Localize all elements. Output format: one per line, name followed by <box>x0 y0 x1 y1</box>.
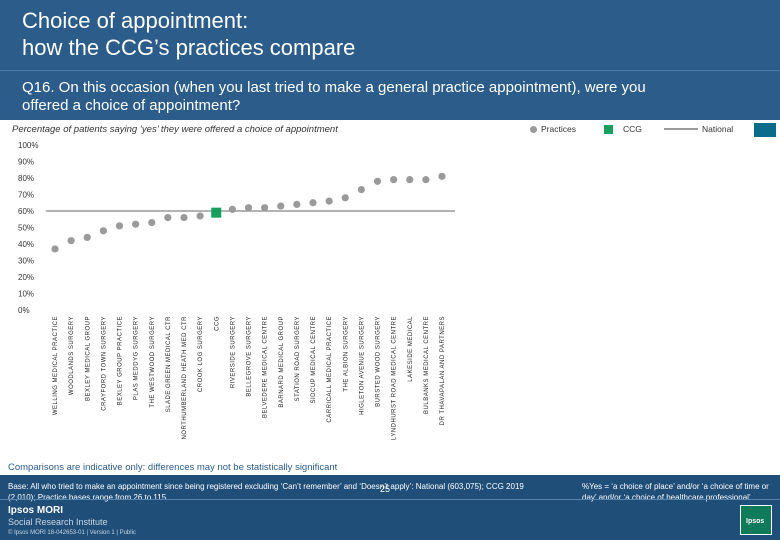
category-label: THE ALBION SURGERY <box>343 316 349 392</box>
practice-point <box>99 227 107 235</box>
category-label: PLAS MEDDYG SURGERY <box>134 316 140 400</box>
practice-point <box>261 204 269 212</box>
question-text-line-2: offered a choice of appointment? <box>22 97 241 114</box>
question-text-line-1: Q16. On this occasion (when you last tri… <box>22 79 646 96</box>
footer: Base: All who tried to make an appointme… <box>0 475 780 540</box>
footer-meta: © Ipsos MORI 18-042653-01 | Version 1 | … <box>8 530 136 536</box>
legend-ccg: CCG <box>604 124 642 134</box>
practice-point <box>293 200 301 208</box>
category-label: LAKESIDE MEDICAL <box>408 316 414 382</box>
footer-divider <box>0 499 780 500</box>
practice-point <box>357 185 365 194</box>
practice-point <box>67 237 75 245</box>
y-tick-label: 10% <box>18 290 34 299</box>
comparison-chart: 0% 10% 20% 30% 40% 50% 60% 70% 80% 90% 100% WELLING… <box>18 141 455 440</box>
footer-definition-text: %Yes = ‘a choice of place’ and/or ‘a cho… <box>582 482 769 502</box>
legend-ccg-label: CCG <box>623 124 642 134</box>
category-label: CARRICALL MEDICAL PRACTICE <box>327 316 333 423</box>
y-tick-label: 80% <box>18 174 34 183</box>
category-label: STATION ROAD SURGERY <box>295 316 301 401</box>
practice-point <box>51 245 59 253</box>
y-tick-label: 50% <box>18 224 34 233</box>
ipsos-logo-text: Ipsos MORI <box>8 505 64 516</box>
category-label: CROOK LOG SURGERY <box>198 316 204 392</box>
badge-label: Ipsos <box>746 518 765 525</box>
practice-point <box>196 212 204 220</box>
category-label: CCG <box>214 316 220 331</box>
ipsos-badge-icon: Ipsos <box>740 505 772 535</box>
category-label: HIGLETON AVENUE SURGERY <box>359 316 365 415</box>
y-tick-label: 20% <box>18 273 34 282</box>
page-number: 25 <box>380 484 391 494</box>
practice-point <box>244 204 253 212</box>
title-band: Choice of appointment: how the CCG’s pra… <box>0 0 780 70</box>
page-title-line-2: how the CCG’s practices compare <box>22 35 356 60</box>
y-tick-label: 70% <box>18 191 34 200</box>
category-label: BELLEGROVE SURGERY <box>247 316 253 397</box>
category-label: BEXLEY GROUP PRACTICE <box>118 316 124 405</box>
y-tick-label: 90% <box>18 158 34 167</box>
legend-national: National <box>664 124 733 134</box>
y-tick-label: 100% <box>18 141 38 150</box>
practice-point <box>83 233 91 241</box>
practice-point <box>438 172 446 180</box>
practice-point <box>422 176 430 184</box>
comparison-note: Comparisons are indicative only: differe… <box>8 462 338 473</box>
practice-point <box>180 214 188 222</box>
category-label: WELLING MEDICAL PRACTICE <box>53 316 59 415</box>
practice-point <box>132 220 140 228</box>
legend-practices-label: Practices <box>541 124 576 134</box>
national-line-icon <box>664 128 698 130</box>
category-label: WOODLANDS SURGERY <box>69 316 75 395</box>
y-tick-label: 30% <box>18 257 34 266</box>
corner-logo-icon <box>754 123 776 137</box>
category-label: CRAYFORD TOWN SURGERY <box>101 316 107 411</box>
y-tick-label: 0% <box>18 306 30 315</box>
ccg-square-icon <box>604 124 613 134</box>
y-tick-label: 40% <box>18 240 34 249</box>
practice-point <box>309 199 317 207</box>
practice-point <box>228 205 236 213</box>
category-label: SIDCUP MEDICAL CENTRE <box>311 316 317 404</box>
y-tick-label: 60% <box>18 207 34 216</box>
chart-subtitle: Percentage of patients saying ‘yes’ they… <box>12 124 338 135</box>
logo-subtitle: Social Research Institute <box>8 517 108 527</box>
legend-national-label: National <box>702 124 734 134</box>
category-label: RIVERSIDE SURGERY <box>230 316 236 388</box>
practice-dot-icon <box>530 125 537 133</box>
practice-point <box>148 218 156 227</box>
legend-practices: Practices <box>530 124 576 134</box>
practice-point <box>277 202 285 210</box>
page-title-line-1: Choice of appointment: <box>22 8 249 33</box>
practice-point <box>115 222 124 230</box>
practice-point <box>325 197 333 205</box>
category-label: DR THAVAPALAN AND PARTNERS <box>440 316 446 425</box>
footer-base-text: Base: All who tried to make an appointme… <box>8 482 524 502</box>
category-label: BEXLEY MEDICAL GROUP <box>85 316 91 401</box>
ccg-marker <box>211 207 222 218</box>
category-label: BULBANKS MEDICAL CENTRE <box>424 316 430 414</box>
practice-point <box>406 176 414 184</box>
category-label: BARNARD MEDICAL GROUP <box>279 316 285 408</box>
category-label: NORTHUMBERLAND HEATH MED CTR <box>182 316 188 440</box>
category-label: THE WESTWOOD SURGERY <box>150 316 156 408</box>
category-label: SLADE GREEN MEDICAL CTR <box>166 316 172 412</box>
practice-point <box>341 194 349 202</box>
question-band: Q16. On this occasion (when you last tri… <box>0 70 780 120</box>
category-label: BELVEDERE MEDICAL CENTRE <box>263 316 269 418</box>
practice-point <box>390 176 398 184</box>
practice-point <box>373 177 382 185</box>
category-label: BURSTED WOOD SURGERY <box>376 316 382 407</box>
category-label: LYNDHURST ROAD MEDICAL CENTRE <box>392 316 398 440</box>
practice-point <box>164 214 172 222</box>
